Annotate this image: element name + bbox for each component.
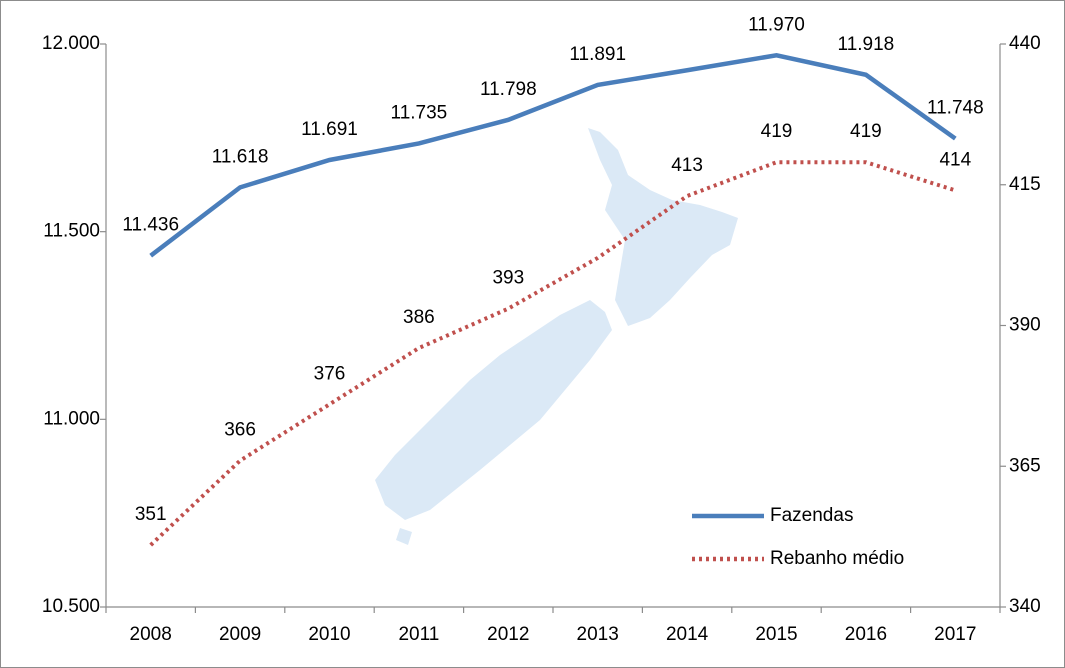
y-tick-label: 11.000 — [43, 408, 100, 429]
data-label: 419 — [850, 121, 882, 142]
y2-tick-label: 390 — [1009, 315, 1041, 336]
y-tick-label: 12.000 — [42, 33, 100, 54]
series-line — [149, 52, 957, 258]
background-map — [375, 128, 738, 545]
x-tick-label: 2015 — [755, 624, 797, 645]
x-tick-label: 2017 — [934, 624, 976, 645]
x-tick-label: 2014 — [666, 624, 709, 645]
x-tick-label: 2013 — [577, 624, 619, 645]
data-label: 366 — [224, 420, 256, 441]
data-label: 11.436 — [122, 215, 179, 236]
y2-tick-label: 340 — [1009, 596, 1041, 617]
x-tick-label: 2011 — [398, 624, 439, 645]
data-label: 419 — [761, 121, 793, 142]
data-label: 11.891 — [569, 44, 626, 65]
y-tick-label: 11.500 — [43, 221, 100, 242]
data-label: 11.691 — [301, 119, 358, 140]
series-line — [149, 160, 956, 547]
x-tick-label: 2010 — [308, 624, 350, 645]
y2-tick-label: 365 — [1009, 455, 1041, 476]
data-label: 376 — [314, 363, 346, 384]
data-label: 11.970 — [748, 14, 805, 35]
data-label: 11.918 — [838, 34, 895, 55]
data-label: 393 — [492, 268, 524, 289]
x-tick-label: 2009 — [219, 624, 261, 645]
data-label: 11.618 — [212, 146, 269, 167]
x-tick-label: 2016 — [845, 624, 887, 645]
data-label: 351 — [135, 504, 167, 525]
x-tick-label: 2012 — [487, 624, 529, 645]
data-label: 11.798 — [480, 79, 537, 100]
y-tick-label: 10.500 — [42, 596, 100, 617]
data-label: 413 — [671, 155, 703, 176]
legend-label: Fazendas — [770, 505, 853, 526]
x-tick-label: 2008 — [130, 624, 172, 645]
data-label: 11.735 — [391, 102, 448, 123]
y2-tick-label: 415 — [1009, 174, 1041, 195]
data-label: 414 — [939, 149, 971, 170]
data-label: 386 — [403, 307, 435, 328]
y2-tick-label: 440 — [1009, 33, 1041, 54]
legend-label: Rebanho médio — [770, 548, 904, 569]
data-label: 11.748 — [927, 98, 984, 119]
